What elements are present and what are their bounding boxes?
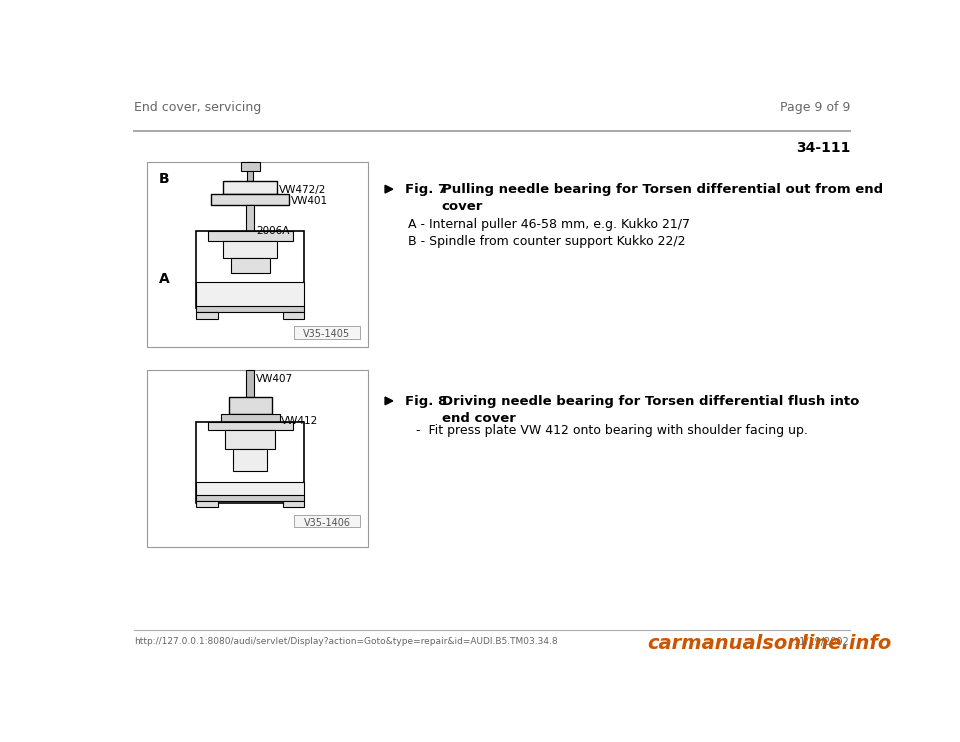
Bar [196, 312, 218, 318]
Text: B - Spindle from counter support Kukko 22/2: B - Spindle from counter support Kukko 2… [408, 235, 685, 249]
Text: 11/19/2002: 11/19/2002 [794, 637, 850, 647]
Text: V35-1406: V35-1406 [303, 518, 350, 528]
Bar [230, 257, 270, 273]
Bar [196, 495, 304, 501]
Bar [247, 205, 254, 270]
Bar [247, 162, 253, 182]
Text: http://127.0.0.1:8080/audi/servlet/Display?action=Goto&type=repair&id=AUDI.B5.TM: http://127.0.0.1:8080/audi/servlet/Displ… [134, 637, 558, 646]
Text: Pulling needle bearing for Torsen differential out from end
cover: Pulling needle bearing for Torsen differ… [442, 183, 883, 213]
Bar [207, 422, 293, 430]
Bar [196, 281, 304, 309]
Bar [207, 232, 293, 240]
Text: V35-1405: V35-1405 [303, 329, 350, 338]
Bar [283, 312, 304, 318]
Bar [147, 162, 368, 347]
Bar [211, 194, 289, 205]
Bar [283, 501, 304, 507]
Text: -  Fit press plate VW 412 onto bearing with shoulder facing up.: - Fit press plate VW 412 onto bearing wi… [408, 424, 808, 437]
Bar [196, 306, 304, 312]
Text: VW472/2: VW472/2 [278, 185, 326, 194]
Text: Fig. 8: Fig. 8 [405, 395, 447, 408]
Text: 2006A: 2006A [256, 226, 290, 236]
Text: Page 9 of 9: Page 9 of 9 [780, 102, 850, 114]
Text: 34-111: 34-111 [796, 142, 850, 155]
Bar [228, 397, 272, 414]
Text: Driving needle bearing for Torsen differential flush into
end cover: Driving needle bearing for Torsen differ… [442, 395, 859, 424]
Bar [221, 414, 279, 423]
Text: A: A [158, 272, 170, 286]
Bar [247, 370, 254, 397]
Text: B: B [158, 172, 169, 186]
Polygon shape [385, 397, 393, 404]
Polygon shape [385, 186, 393, 193]
Bar [196, 422, 304, 503]
Bar [223, 182, 277, 194]
Text: VW412: VW412 [281, 416, 319, 425]
Text: End cover, servicing: End cover, servicing [134, 102, 261, 114]
Bar [196, 232, 304, 309]
Bar [223, 240, 277, 257]
Bar [196, 501, 218, 507]
Bar [233, 450, 267, 471]
Bar [241, 162, 259, 171]
Text: carmanualsonline.info: carmanualsonline.info [647, 634, 891, 653]
Text: A - Internal puller 46-58 mm, e.g. Kukko 21/7: A - Internal puller 46-58 mm, e.g. Kukko… [408, 218, 690, 232]
Text: VW407: VW407 [256, 374, 294, 384]
Bar [147, 370, 368, 547]
Text: VW401: VW401 [291, 196, 327, 206]
Bar [196, 482, 304, 497]
Bar [295, 326, 360, 338]
Bar [295, 515, 360, 527]
Text: Fig. 7: Fig. 7 [405, 183, 447, 196]
Bar [226, 430, 275, 450]
